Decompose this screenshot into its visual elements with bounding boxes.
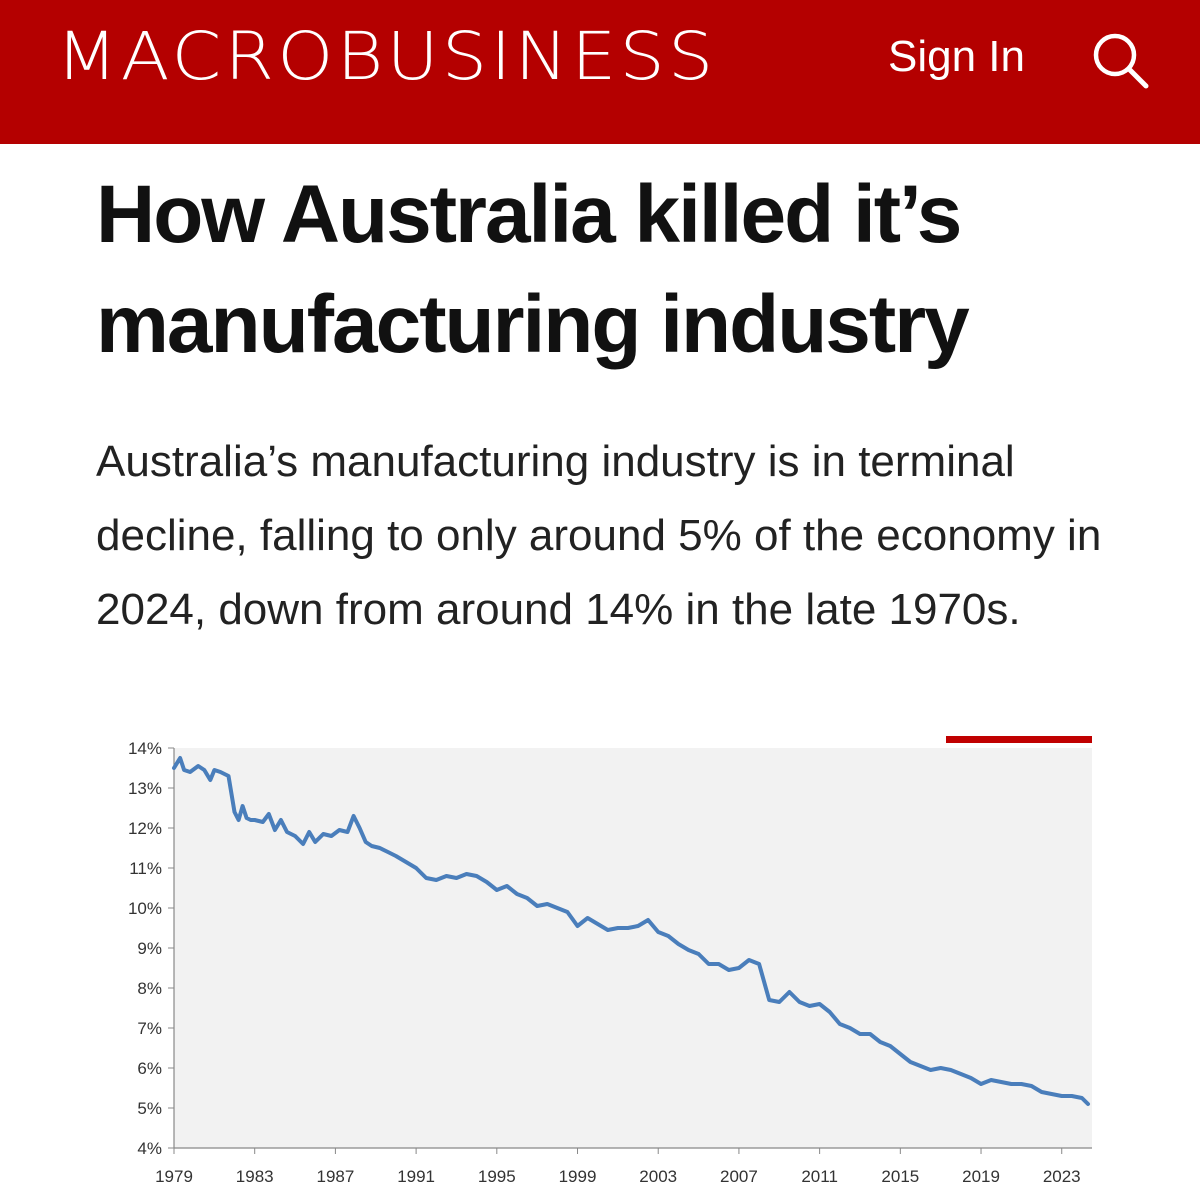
x-tick-label: 2023 <box>1043 1167 1081 1186</box>
y-tick-label: 14% <box>128 739 162 758</box>
search-icon <box>1093 33 1149 89</box>
y-tick-label: 12% <box>128 819 162 838</box>
y-tick-label: 8% <box>137 979 162 998</box>
x-tick-label: 2011 <box>801 1167 838 1186</box>
manufacturing-share-chart: 14% 13% 12% 11% 10% 9% 8% 7% 6% 5% 4% 1979 1983 1987… <box>90 728 1110 1200</box>
x-tick-label: 1999 <box>559 1167 597 1186</box>
article-headline: How Australia killed it’s manufacturing … <box>96 160 1176 380</box>
x-tick-label: 1979 <box>155 1167 193 1186</box>
plot-area <box>174 748 1092 1148</box>
y-tick-label: 6% <box>137 1059 162 1078</box>
y-tick-label: 10% <box>128 899 162 918</box>
y-tick-label: 4% <box>137 1139 162 1158</box>
line-chart: 14% 13% 12% 11% 10% 9% 8% 7% 6% 5% 4% 1979 1983 1987… <box>128 736 1092 1186</box>
y-tick-label: 7% <box>137 1019 162 1038</box>
x-tick-label: 2015 <box>881 1167 919 1186</box>
y-tick-label: 9% <box>137 939 162 958</box>
x-tick-label: 2019 <box>962 1167 1000 1186</box>
search-button[interactable] <box>1088 28 1152 92</box>
headline-line-1: How Australia killed it’s <box>96 169 962 260</box>
x-tick-label: 2007 <box>720 1167 758 1186</box>
site-logo[interactable]: MACROBUSINESS <box>56 18 717 95</box>
article-subheading: Australia’s manufacturing industry is in… <box>96 437 1102 634</box>
top-navigation-bar: MACROBUSINESS Sign In <box>0 0 1200 144</box>
x-tick-label: 1987 <box>316 1167 354 1186</box>
x-tick-label: 1991 <box>397 1167 435 1186</box>
y-axis-ticks: 14% 13% 12% 11% 10% 9% 8% 7% 6% 5% 4% <box>128 739 174 1158</box>
x-tick-label: 1983 <box>236 1167 274 1186</box>
x-tick-label: 1995 <box>478 1167 516 1186</box>
x-axis-ticks: 1979 1983 1987 1991 1995 1999 2003 2007 2011 2015… <box>155 1148 1081 1186</box>
sign-in-link[interactable]: Sign In <box>888 32 1025 81</box>
y-tick-label: 13% <box>128 779 162 798</box>
x-tick-label: 2003 <box>639 1167 677 1186</box>
y-tick-label: 11% <box>129 859 162 878</box>
y-tick-label: 5% <box>137 1099 162 1118</box>
series-line <box>172 756 1090 1106</box>
headline-line-2: manufacturing industry <box>96 279 970 370</box>
accent-bar <box>946 736 1092 743</box>
